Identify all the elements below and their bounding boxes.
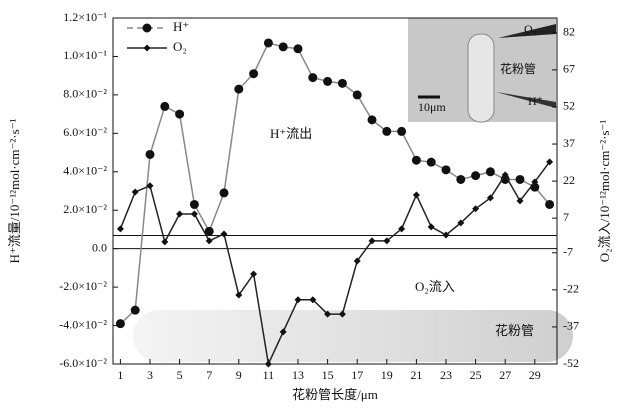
x-tick-label: 5 <box>177 368 183 382</box>
point <box>428 223 435 230</box>
x-tick-label: 25 <box>470 368 482 382</box>
y2-tick-label: 7 <box>563 210 569 224</box>
x-tick-label: 3 <box>147 368 153 382</box>
point <box>249 69 258 78</box>
y2-tick-label: 37 <box>563 136 575 150</box>
annotation: H⁺流出 <box>270 126 312 141</box>
y-tick-label: 0.0 <box>92 240 107 254</box>
point <box>176 210 183 217</box>
point <box>295 296 302 303</box>
x-tick-label: 17 <box>351 368 363 382</box>
legend-label: H⁺ <box>173 19 189 34</box>
point <box>175 110 184 119</box>
x-tick-label: 21 <box>410 368 422 382</box>
point <box>220 188 229 197</box>
y2-tick-label: -52 <box>563 356 579 370</box>
point <box>323 77 332 86</box>
y-tick-label: 4.0×10⁻² <box>63 164 107 178</box>
point <box>191 210 198 217</box>
y-tick-label: -4.0×10⁻² <box>59 317 107 331</box>
point <box>264 38 273 47</box>
x-tick-label: 19 <box>381 368 393 382</box>
y-tick-label: 1.2×10⁻¹ <box>63 10 107 24</box>
point <box>190 200 199 209</box>
point <box>206 237 213 244</box>
annotation: 花粉管 <box>495 323 534 338</box>
x-tick-label: 27 <box>499 368 511 382</box>
y-tick-label: -2.0×10⁻² <box>59 279 107 293</box>
inset-label: H⁺ <box>528 94 543 108</box>
point <box>442 165 451 174</box>
point <box>545 200 554 209</box>
point <box>116 319 125 328</box>
x-tick-label: 13 <box>292 368 304 382</box>
y2-tick-label: 67 <box>563 62 575 76</box>
y-tick-label: -6.0×10⁻² <box>59 356 107 370</box>
y-axis-label: H⁺流量/10⁻¹²mol·cm⁻²·s⁻¹ <box>7 118 22 263</box>
inset-label: 10μm <box>418 100 446 114</box>
y2-tick-label: -7 <box>563 245 573 259</box>
x-tick-label: 1 <box>117 368 123 382</box>
y-tick-label: 1.0×10⁻¹ <box>63 48 107 62</box>
point <box>516 175 525 184</box>
point <box>382 127 391 136</box>
legend-marker <box>144 45 151 52</box>
point <box>412 156 421 165</box>
point <box>221 231 228 238</box>
legend-label: O₂ <box>173 39 187 54</box>
x-tick-label: 23 <box>440 368 452 382</box>
x-tick-label: 29 <box>529 368 541 382</box>
y-tick-label: 2.0×10⁻² <box>63 202 107 216</box>
y2-tick-label: 82 <box>563 25 575 39</box>
inset-label: 花粉管 <box>500 61 536 76</box>
chart: O₂ 花粉管 10μm H⁺ H⁺流出 O₂流入 花粉管 花粉管长度/μm H⁺… <box>0 0 620 409</box>
x-tick-label: 9 <box>236 368 242 382</box>
y2-tick-label: -22 <box>563 282 579 296</box>
point <box>161 238 168 245</box>
point <box>456 175 465 184</box>
y2-tick-label: 22 <box>563 173 575 187</box>
point <box>279 42 288 51</box>
y-tick-label: 6.0×10⁻² <box>63 125 107 139</box>
point <box>132 188 139 195</box>
point <box>117 225 124 232</box>
legend-marker <box>143 24 152 33</box>
x-tick-label: 11 <box>263 368 275 382</box>
point <box>294 44 303 53</box>
point <box>353 90 362 99</box>
x-tick-label: 7 <box>206 368 212 382</box>
y2-tick-label: -37 <box>563 319 579 333</box>
point <box>308 73 317 82</box>
point <box>338 79 347 88</box>
x-tick-label: 15 <box>322 368 334 382</box>
x-axis-label: 花粉管长度/μm <box>292 387 378 402</box>
point <box>234 85 243 94</box>
point <box>486 167 495 176</box>
y2-tick-label: 52 <box>563 99 575 113</box>
annotation: O₂流入 <box>415 279 455 294</box>
point <box>471 171 480 180</box>
y2-axis-label: O₂流入/10⁻¹²mol·cm⁻²·s⁻¹ <box>597 120 612 263</box>
point <box>413 191 420 198</box>
point <box>146 150 155 159</box>
point <box>131 306 140 315</box>
point <box>427 158 436 167</box>
y-tick-label: 8.0×10⁻² <box>63 87 107 101</box>
inset-label: O₂ <box>524 22 537 36</box>
point <box>160 102 169 111</box>
point <box>368 115 377 124</box>
point <box>397 127 406 136</box>
